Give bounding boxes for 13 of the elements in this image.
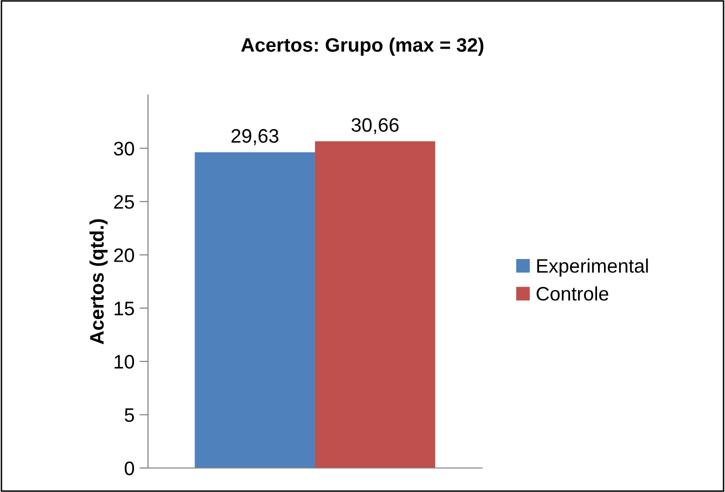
y-axis-title: Acertos (qtd.) bbox=[90, 219, 108, 344]
y-tick-label: 10 bbox=[114, 354, 134, 369]
y-tick-label: 15 bbox=[114, 302, 134, 316]
data-label: 29,63 bbox=[232, 129, 278, 146]
data-label: 30,66 bbox=[352, 118, 399, 134]
legend-label: Experimental bbox=[537, 258, 648, 277]
y-tick-label: 25 bbox=[114, 195, 134, 209]
chart-title: Acertos: Grupo (max = 32) bbox=[241, 38, 484, 56]
y-tick-label: 0 bbox=[124, 461, 134, 476]
y-tick-label: 30 bbox=[114, 142, 134, 156]
legend-label: Controle bbox=[536, 286, 608, 301]
y-tick-label: 5 bbox=[124, 408, 134, 422]
y-tick-label: 20 bbox=[114, 248, 134, 262]
